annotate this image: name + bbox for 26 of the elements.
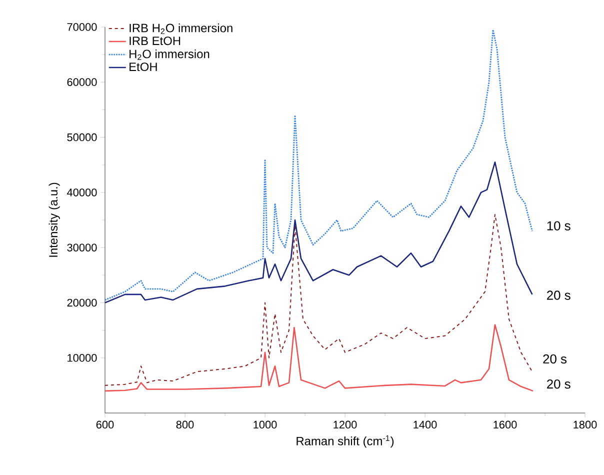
y-tick-label: 50000 <box>67 133 97 142</box>
line-series <box>104 214 533 386</box>
x-tick-label: 1200 <box>334 420 357 429</box>
annotation: 20 s <box>543 354 567 364</box>
legend-label: IRB H$_{2}$O immersion <box>130 23 232 34</box>
x-axis-title: Raman shift (cm$^{-1}$) <box>296 435 394 448</box>
x-tick-label: 800 <box>176 420 194 429</box>
y-tick-label: 60000 <box>67 78 97 86</box>
annotation: 20 s <box>547 379 570 389</box>
x-tick-label: 1000 <box>254 420 277 429</box>
y-axis-title: Intensity (a.u.) <box>48 182 60 257</box>
legend-label: EtOH <box>130 62 157 72</box>
annotation: 20 s <box>547 290 570 300</box>
line-series <box>104 161 533 304</box>
x-tick-label: 1800 <box>574 420 597 429</box>
x-tick-label: 1600 <box>494 420 517 429</box>
legend-label: H$_{2}$O immersion <box>130 49 210 60</box>
x-tick-label: 1400 <box>414 420 437 429</box>
annotation: 10 s <box>547 221 570 230</box>
legend-label: IRB EtOH <box>130 36 180 46</box>
x-tick-label: 600 <box>96 420 114 429</box>
y-tick-label: 40000 <box>67 188 97 196</box>
y-tick-label: 30000 <box>67 244 97 252</box>
y-tick-label: 10000 <box>68 354 97 362</box>
y-tick-label: 70000 <box>67 23 97 31</box>
y-tick-label: 20000 <box>67 298 97 307</box>
